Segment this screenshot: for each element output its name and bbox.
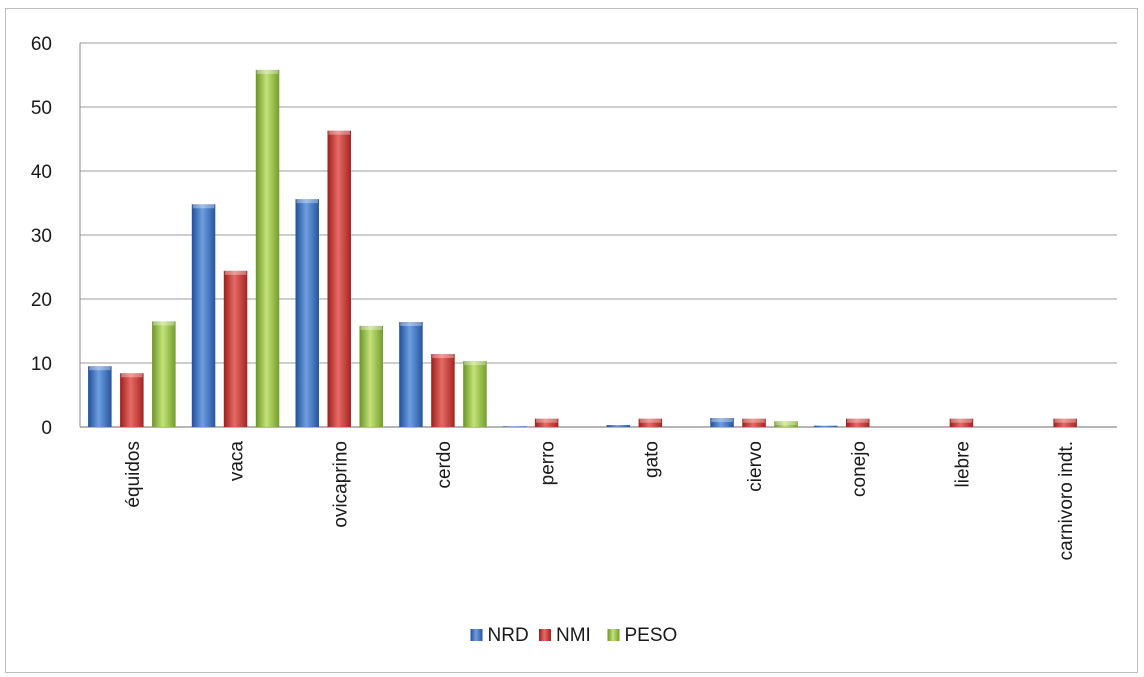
bar-nrd-2 xyxy=(295,199,319,427)
bar-nmi-5 xyxy=(638,418,663,427)
bar-peso-0 xyxy=(152,321,176,427)
x-category-label: cerdo xyxy=(434,441,455,489)
bar-nmi-4 xyxy=(534,418,559,427)
bar-nrd-6 xyxy=(710,418,734,427)
legend-item-nmi: NMI xyxy=(539,625,591,646)
legend-swatch xyxy=(607,629,620,641)
y-tick-label: 10 xyxy=(31,354,52,375)
bar-nrd-5 xyxy=(606,425,631,427)
y-axis-ticks: 0 10 20 30 40 50 60 xyxy=(31,34,52,439)
bar-peso-2 xyxy=(359,325,383,427)
bar-nrd-1 xyxy=(191,204,216,427)
legend-label: PESO xyxy=(625,625,678,646)
bar-nrd-4 xyxy=(502,426,527,427)
x-axis-labels: équidos vaca ovicaprino cerdo perro gato cierv… xyxy=(123,441,1077,561)
bar-nmi-9 xyxy=(1053,418,1077,427)
bar-nmi-6 xyxy=(742,418,766,427)
legend: NRD NMI PESO xyxy=(470,625,678,646)
bar-nmi-1 xyxy=(223,270,248,427)
legend-label: NMI xyxy=(556,625,591,646)
y-tick-label: 40 xyxy=(31,162,52,183)
x-category-label: ciervo xyxy=(745,441,766,492)
bar-nmi-7 xyxy=(846,418,870,427)
bar-nrd-0 xyxy=(88,366,112,427)
x-category-label: carnivoro indt. xyxy=(1056,441,1077,560)
legend-item-nrd: NRD xyxy=(470,625,529,646)
legend-label: NRD xyxy=(488,625,529,646)
bar-nrd-3 xyxy=(399,322,423,427)
legend-swatch xyxy=(539,629,551,641)
x-category-label: équidos xyxy=(123,441,144,508)
bar-peso-1 xyxy=(255,69,280,427)
x-category-label: liebre xyxy=(952,441,973,487)
x-category-label: perro xyxy=(538,441,559,485)
y-tick-label: 50 xyxy=(31,98,52,119)
x-category-label: gato xyxy=(641,441,662,478)
y-tick-label: 0 xyxy=(41,418,52,439)
bar-nmi-2 xyxy=(327,130,351,427)
bar-nmi-3 xyxy=(431,354,455,427)
legend-swatch xyxy=(470,629,483,641)
y-tick-label: 60 xyxy=(31,34,52,55)
bar-peso-3 xyxy=(463,361,487,427)
y-tick-label: 20 xyxy=(31,290,52,311)
x-category-label: conejo xyxy=(849,441,870,497)
x-category-label: vaca xyxy=(227,441,248,482)
bar-peso-6 xyxy=(774,421,798,427)
bar-nrd-7 xyxy=(814,425,838,427)
legend-item-peso: PESO xyxy=(607,625,678,646)
gridlines xyxy=(79,42,1117,428)
bar-nmi-8 xyxy=(949,418,974,427)
y-tick-label: 30 xyxy=(31,226,52,247)
bars xyxy=(88,69,1077,427)
x-category-label: ovicaprino xyxy=(330,441,351,528)
bar-nmi-0 xyxy=(120,373,144,427)
